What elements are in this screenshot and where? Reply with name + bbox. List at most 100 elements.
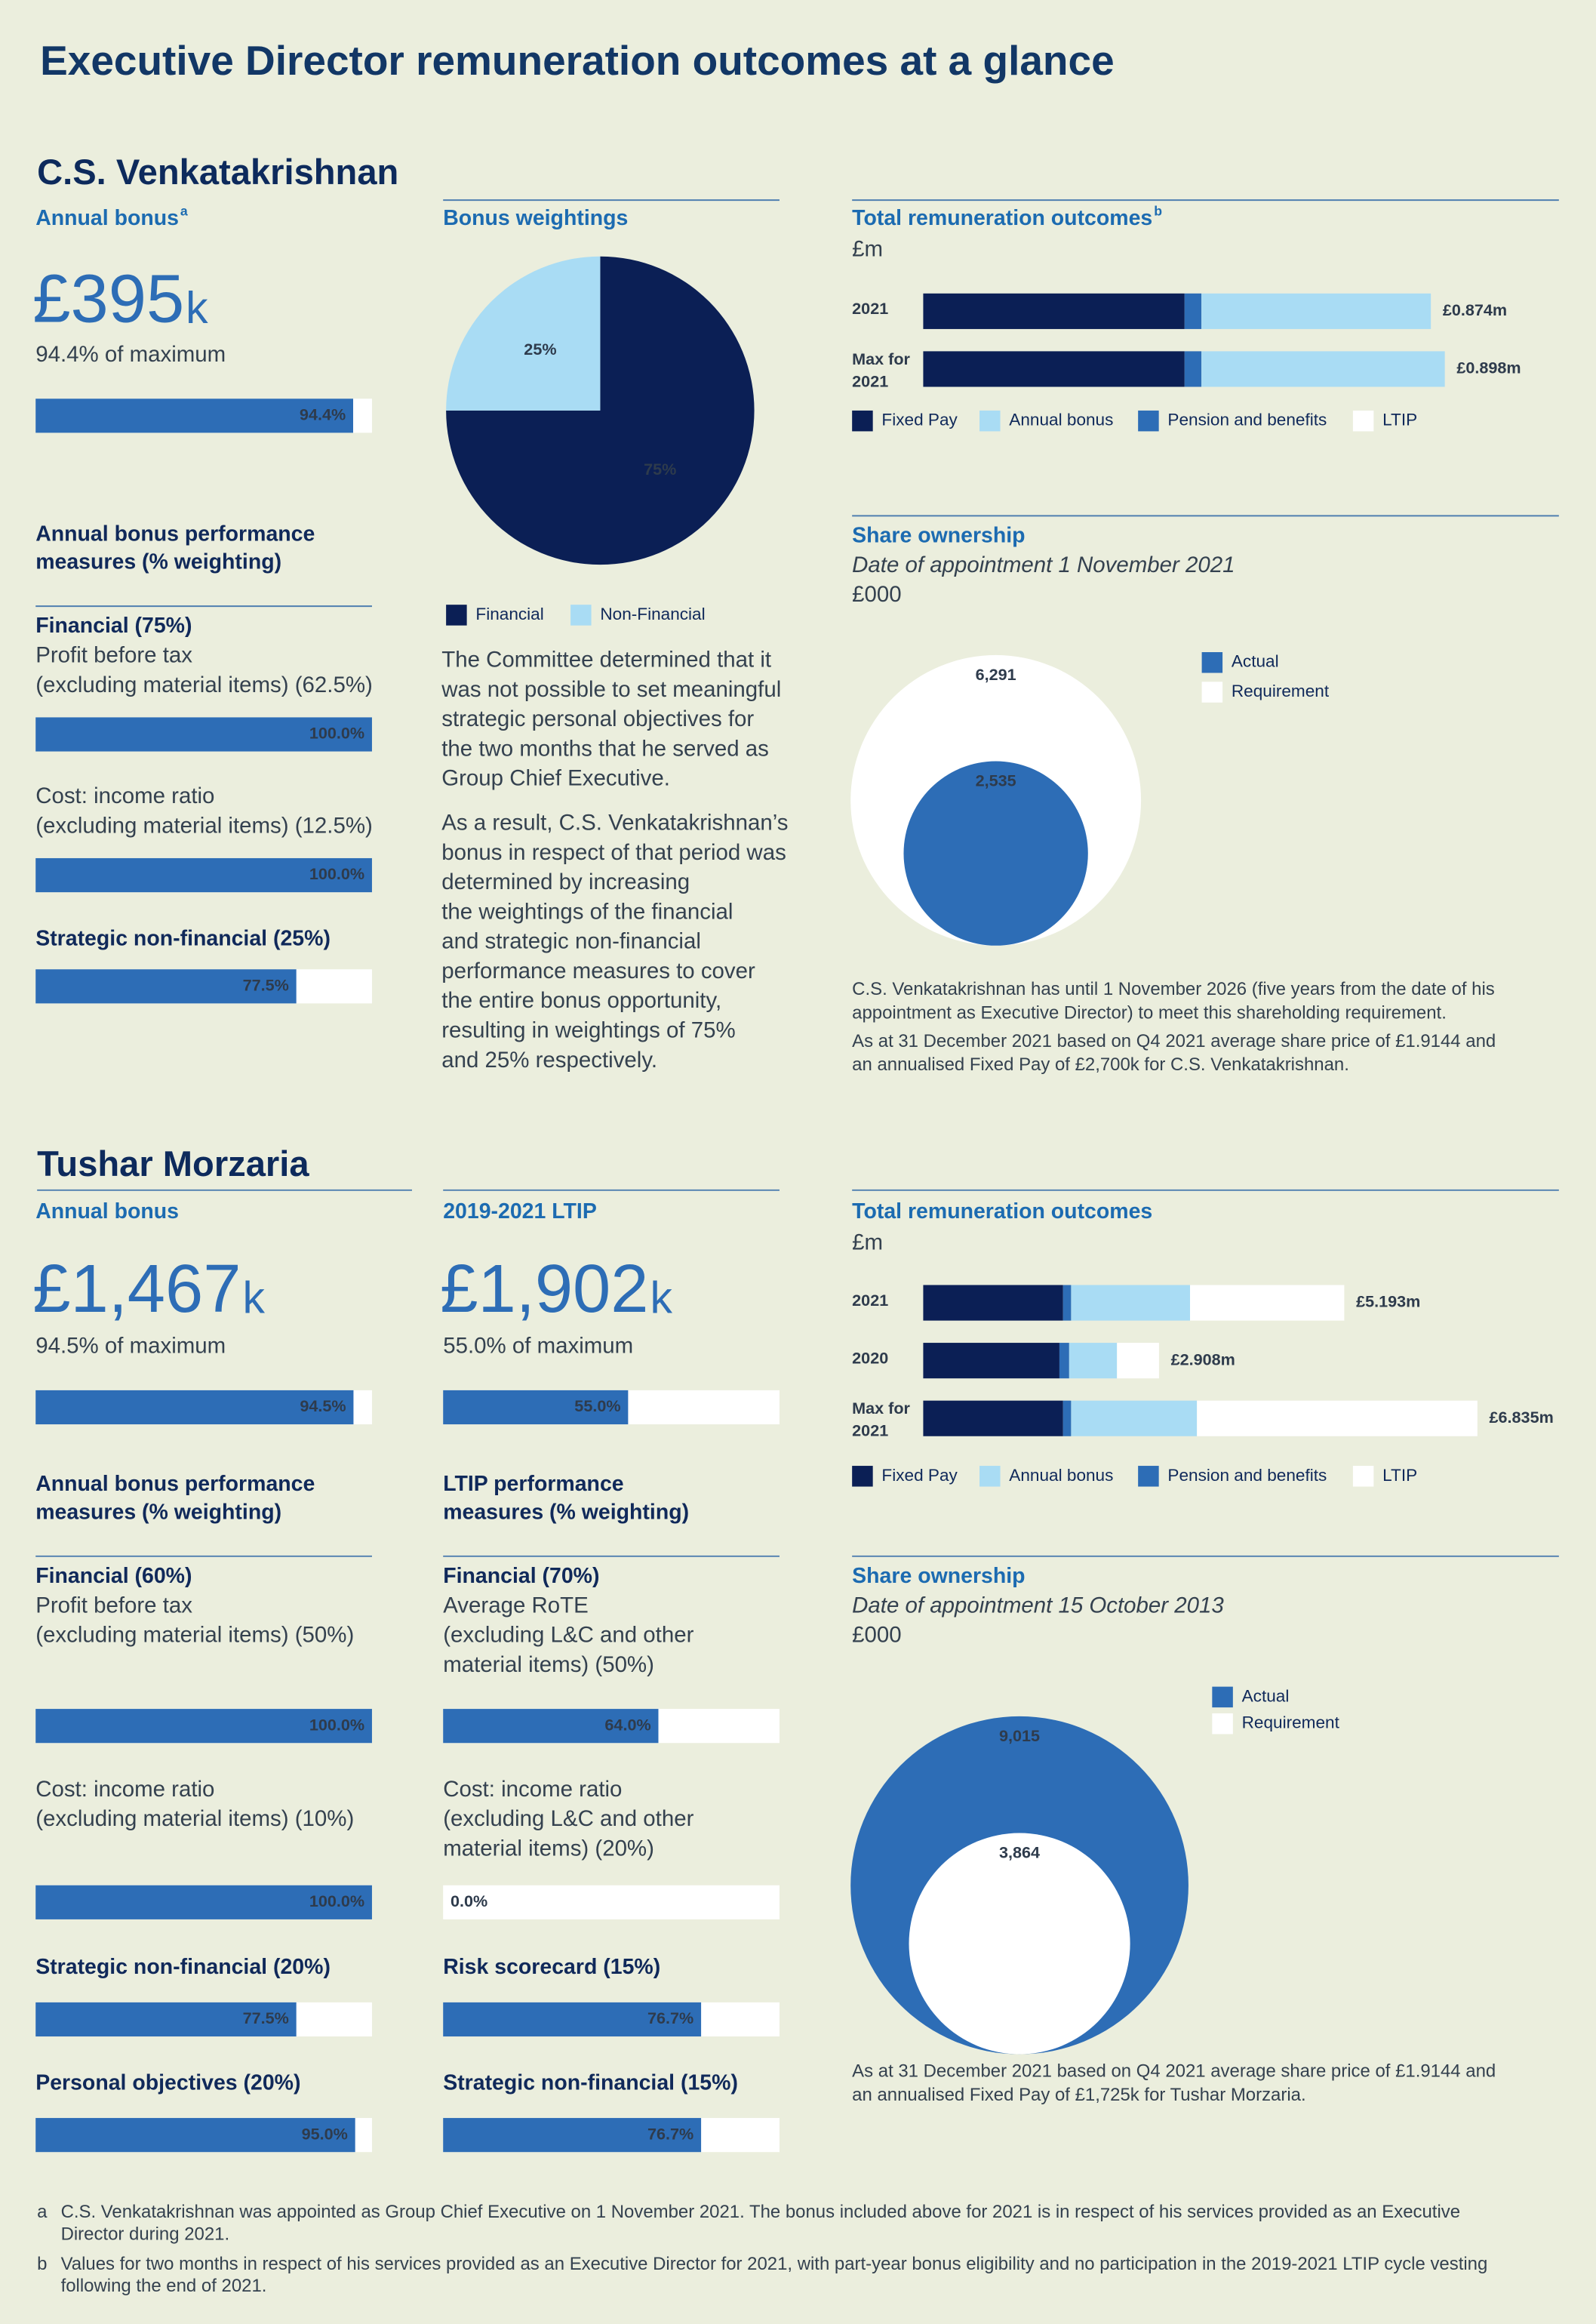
bar: [35, 717, 372, 752]
person-name: C.S. Venkatakrishnan: [37, 152, 398, 192]
bar-segment: [923, 293, 1185, 329]
bar-segment: [1201, 293, 1431, 329]
bar-segment: [1184, 351, 1202, 387]
legend-label: Requirement: [1242, 1713, 1340, 1732]
legend-swatch: [1212, 1713, 1233, 1735]
measure-text: Profit before tax: [35, 1593, 192, 1618]
legend-swatch: [1212, 1686, 1233, 1708]
paragraph-line: and strategic non-financial: [441, 929, 701, 954]
row-label: 2021: [852, 299, 888, 318]
total-label: £5.193m: [1356, 1292, 1420, 1311]
legend-label: Fixed Pay: [881, 1466, 958, 1485]
amount: £1,902: [440, 1251, 648, 1327]
measure-text: Cost: income ratio: [35, 783, 214, 808]
section-heading: Total remuneration outcomes: [852, 206, 1152, 230]
paragraph-line: determined by increasing: [441, 870, 690, 894]
total-label: £2.908m: [1171, 1350, 1235, 1368]
measure-text: Profit before tax: [35, 643, 192, 668]
bar: [35, 857, 372, 893]
bar: [443, 1390, 629, 1425]
footnote-line: following the end of 2021.: [61, 2276, 267, 2296]
measure-title: Risk scorecard (15%): [443, 1955, 660, 1979]
ownership-circle: [903, 761, 1088, 946]
bar-label: 77.5%: [243, 976, 289, 995]
measure-text: (excluding material items) (12.5%): [35, 813, 373, 838]
row-label: Max for: [852, 1399, 910, 1417]
measures-heading: Annual bonus performance: [35, 522, 315, 546]
pie-slice: [446, 256, 601, 411]
row-label: 2021: [852, 371, 888, 390]
legend-label: Pension and benefits: [1167, 1466, 1327, 1485]
bar-label: 100.0%: [309, 1715, 364, 1734]
section-heading: Annual bonus: [35, 1199, 179, 1224]
measure-title: Financial (70%): [443, 1564, 599, 1588]
total-label: £0.898m: [1456, 359, 1521, 377]
measures-heading: LTIP performance: [443, 1472, 623, 1496]
ownership-circle: [909, 1833, 1130, 2055]
caption: 94.4% of maximum: [35, 342, 226, 367]
section-heading: Share ownership: [852, 1564, 1025, 1588]
measure-text: (excluding L&C and other: [443, 1806, 693, 1831]
bar-label: 100.0%: [309, 724, 364, 743]
legend-label: LTIP: [1382, 1466, 1417, 1485]
amount-unit: k: [650, 1274, 672, 1323]
bar-segment: [1071, 1285, 1191, 1321]
section-heading: Total remuneration outcomes: [852, 1199, 1152, 1224]
section-heading: Bonus weightings: [443, 206, 628, 230]
legend-label: Actual: [1242, 1686, 1290, 1705]
pie-label: 25%: [524, 340, 556, 359]
bar: [35, 1709, 372, 1744]
measure-title: Strategic non-financial (25%): [35, 926, 331, 950]
total-label: £0.874m: [1443, 300, 1507, 319]
measure-text: Average RoTE: [443, 1593, 589, 1618]
paragraph-line: Group Chief Executive.: [441, 766, 670, 791]
footnote-ref: b: [1154, 203, 1162, 218]
bar-segment: [1071, 1400, 1198, 1436]
bar-label: 94.4%: [300, 405, 346, 424]
note-line: appointment as Executive Director) to me…: [852, 1002, 1447, 1023]
legend-swatch: [852, 410, 873, 432]
note-line: As at 31 December 2021 based on Q4 2021 …: [852, 1031, 1496, 1051]
unit-label: £m: [852, 1230, 883, 1254]
bar-segment: [923, 1400, 1063, 1436]
note-line: an annualised Fixed Pay of £2,700k for C…: [852, 1054, 1349, 1075]
unit-label: £m: [852, 237, 883, 262]
paragraph-line: performance measures to cover: [441, 959, 755, 983]
row-label: 2021: [852, 1421, 888, 1440]
measure-title: Strategic non-financial (20%): [35, 1955, 331, 1979]
bar-label: 100.0%: [309, 1892, 364, 1910]
bar-segment: [1062, 1285, 1072, 1321]
footnote-line: C.S. Venkatakrishnan was appointed as Gr…: [61, 2202, 1460, 2222]
bar-segment: [923, 351, 1185, 387]
bar-segment: [1197, 1400, 1478, 1436]
total-label: £6.835m: [1490, 1408, 1554, 1427]
bar-label: 94.5%: [300, 1396, 346, 1415]
measure-text: (excluding material items) (62.5%): [35, 673, 373, 697]
row-label: Max for: [852, 349, 910, 368]
bar-track: [443, 1885, 780, 1919]
legend-label: Actual: [1232, 652, 1279, 671]
paragraph-line: strategic personal objectives for: [441, 706, 754, 731]
measure-title: Financial (75%): [35, 614, 192, 638]
circle-label: 2,535: [976, 771, 1016, 790]
legend-swatch: [852, 1466, 873, 1487]
amount: £1,467: [32, 1251, 241, 1327]
note-line: C.S. Venkatakrishnan has until 1 Novembe…: [852, 979, 1495, 999]
appointment-date: Date of appointment 1 November 2021: [852, 553, 1235, 577]
section-heading: 2019-2021 LTIP: [443, 1199, 597, 1224]
bar-label: 55.0%: [574, 1396, 620, 1415]
bar: [35, 1390, 354, 1425]
legend-label: Fixed Pay: [881, 411, 958, 429]
bar-label: 0.0%: [451, 1892, 487, 1910]
bar-segment: [923, 1285, 1063, 1321]
bar-segment: [1184, 293, 1202, 329]
legend-label: Non-Financial: [600, 605, 705, 623]
bar-segment: [1117, 1343, 1159, 1379]
unit-label: £000: [852, 1623, 902, 1648]
legend-swatch: [979, 410, 1001, 432]
caption: 55.0% of maximum: [443, 1334, 633, 1359]
bar-segment: [1069, 1343, 1118, 1379]
footnote-line: Director during 2021.: [61, 2224, 230, 2245]
amount: £395: [32, 260, 184, 337]
